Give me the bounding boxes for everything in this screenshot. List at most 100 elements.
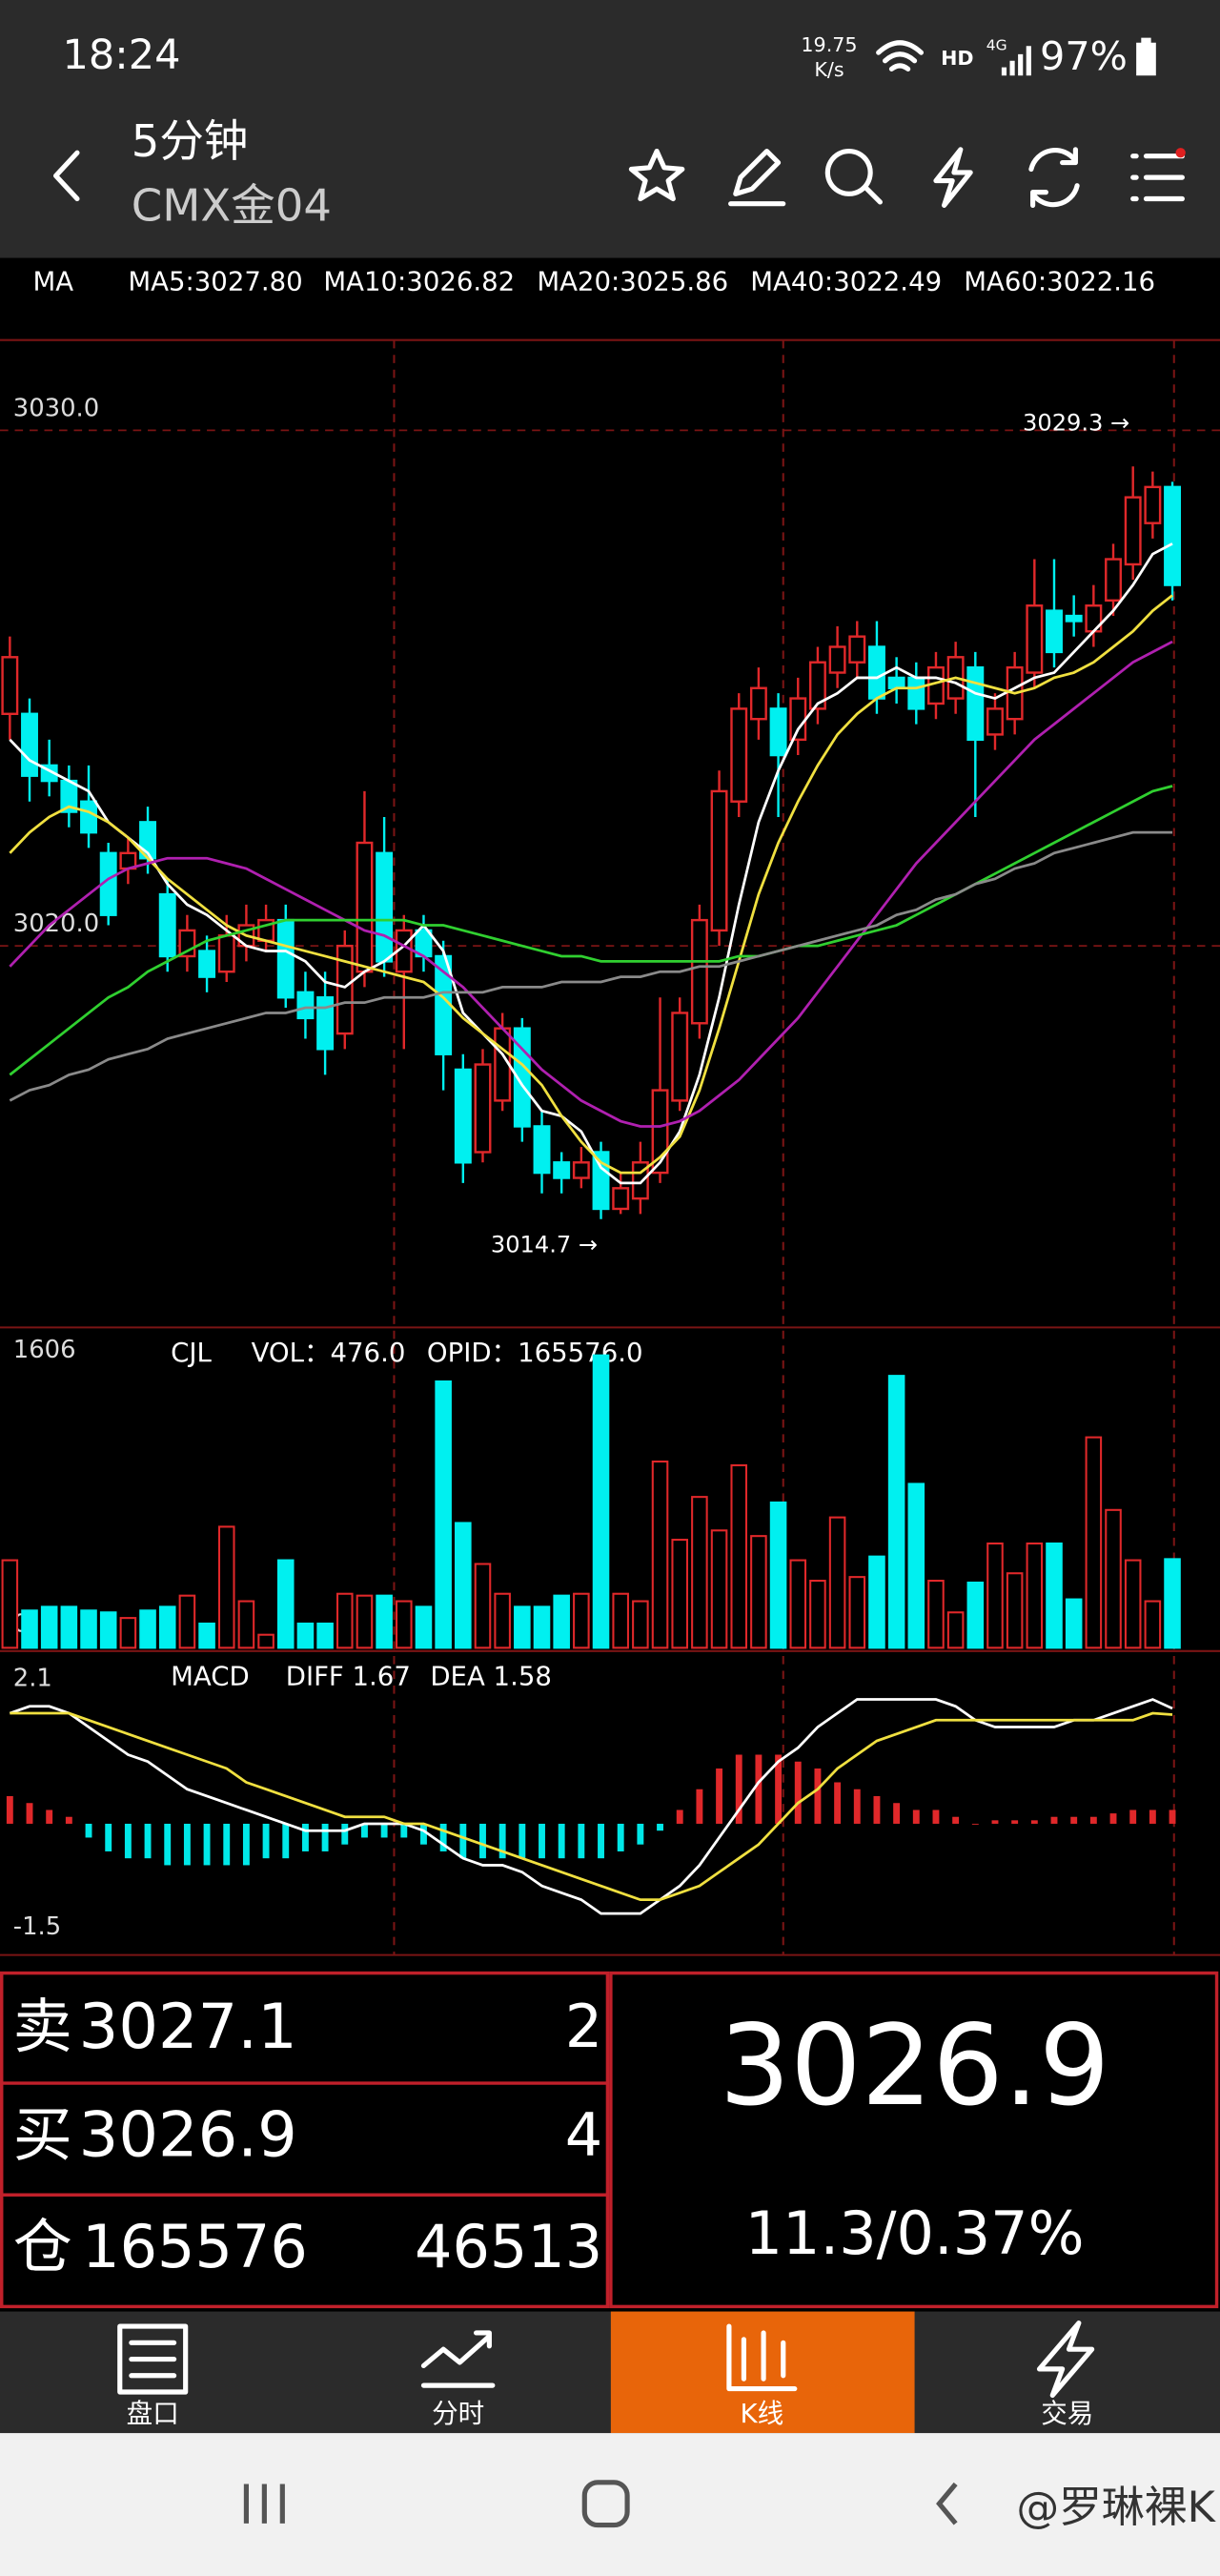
panel-label: CJL [171, 1338, 212, 1368]
volume-bar [612, 1592, 629, 1649]
candle-body [690, 918, 708, 1025]
draw-button[interactable] [728, 148, 786, 207]
y-tick-label: 3020.0 [13, 910, 99, 938]
macd-bar [578, 1823, 585, 1859]
tab[interactable]: 分时 [420, 2330, 496, 2429]
search-button[interactable] [824, 148, 883, 205]
volume-bar [1046, 1542, 1063, 1649]
candle-body [21, 712, 38, 777]
quote-frame [0, 1971, 1219, 2309]
macd-bar [479, 1823, 486, 1859]
volume-bar [1, 1559, 19, 1649]
candle-body [376, 851, 394, 963]
panel-label: VOL：476.0 [252, 1338, 406, 1368]
flash-button[interactable] [933, 147, 973, 208]
macd-bar [420, 1823, 427, 1845]
macd-bar [242, 1823, 250, 1866]
macd-bar [932, 1809, 940, 1824]
macd-bar [834, 1782, 842, 1824]
tab[interactable]: K线 [726, 2323, 798, 2429]
sell-price: 3027.1 [79, 1991, 297, 2063]
volume-bar [296, 1622, 315, 1649]
macd-bar [85, 1823, 92, 1838]
macd-bar [518, 1823, 526, 1859]
macd-bar [1109, 1813, 1117, 1824]
macd-bar [65, 1816, 72, 1824]
home-button[interactable] [581, 2480, 630, 2528]
macd-bar [361, 1823, 368, 1838]
favorite-button[interactable] [628, 148, 685, 202]
macd-bar [539, 1823, 545, 1859]
macd-bar [1070, 1816, 1078, 1824]
volume-bar [848, 1576, 866, 1649]
macd-bar [321, 1823, 329, 1851]
macd-bar [971, 1823, 979, 1825]
candle-body [1105, 558, 1122, 603]
buy-price: 3026.9 [79, 2099, 297, 2172]
network-type: HD [941, 47, 973, 70]
recent-apps[interactable] [243, 2484, 285, 2524]
volume-bar [376, 1594, 393, 1649]
macd-bar [1011, 1820, 1019, 1824]
ma-value: MA20:3025.86 [537, 266, 728, 296]
price-change: 11.3/0.37% [745, 2198, 1085, 2268]
ma-label: MA [32, 266, 73, 296]
volume-bar [887, 1375, 905, 1649]
sell-volume: 2 [565, 1992, 602, 2061]
volume-bar [592, 1354, 610, 1649]
volume-bar [907, 1482, 925, 1649]
macd-bar [400, 1823, 408, 1838]
wifi-icon [876, 40, 925, 72]
volume-bar [632, 1600, 649, 1649]
battery-icon [1136, 37, 1156, 76]
macd-bar [46, 1809, 53, 1824]
volume-bar [158, 1605, 176, 1649]
volume-bar [257, 1633, 274, 1649]
macd-bar [912, 1809, 920, 1824]
candle-body [454, 1068, 472, 1164]
back-system[interactable] [936, 2482, 958, 2525]
macd-bar [341, 1823, 349, 1845]
macd-bar [991, 1820, 999, 1824]
candle-body [198, 950, 216, 978]
tab[interactable]: 盘口 [117, 2323, 189, 2429]
tab[interactable]: 交易 [1036, 2320, 1095, 2430]
candle-body [966, 665, 985, 742]
candle-body [867, 645, 885, 700]
macd-bar [183, 1823, 191, 1866]
candle-body [749, 686, 767, 721]
volume-bar [80, 1609, 97, 1649]
macd-bar [716, 1768, 723, 1824]
macd-bar [755, 1754, 762, 1824]
ma-line [9, 830, 1173, 1102]
candle-body [769, 707, 787, 757]
volume-bar [514, 1605, 531, 1649]
volume-bar [198, 1622, 215, 1649]
volume-bar [691, 1496, 708, 1649]
volume-bar [1026, 1542, 1044, 1649]
watermark: @罗琳裸K [1016, 2482, 1216, 2532]
menu-button[interactable] [1130, 153, 1185, 202]
volume-bar [1124, 1559, 1142, 1649]
candle-body [276, 918, 295, 999]
volume-bar [828, 1516, 846, 1649]
refresh-button[interactable] [1028, 147, 1080, 208]
volume-bar [1065, 1598, 1083, 1649]
panel-frames [0, 338, 1220, 1956]
volume-bar [356, 1594, 374, 1649]
volume-bar [139, 1609, 156, 1649]
y-tick-label: -1.5 [13, 1912, 61, 1941]
macd-bar [164, 1823, 172, 1866]
signal-icon [1001, 46, 1031, 76]
volume-bar [217, 1525, 235, 1649]
candle-body [808, 661, 826, 710]
back-button[interactable] [52, 150, 80, 202]
ma-line [9, 542, 1173, 1185]
ma-value: MA40:3022.49 [750, 266, 942, 296]
macd-bar [637, 1823, 644, 1845]
volume-bar [40, 1605, 58, 1649]
volume-bar [651, 1460, 669, 1649]
candle-body [887, 676, 905, 689]
candle-body [316, 996, 335, 1051]
macd-bar [301, 1823, 309, 1851]
